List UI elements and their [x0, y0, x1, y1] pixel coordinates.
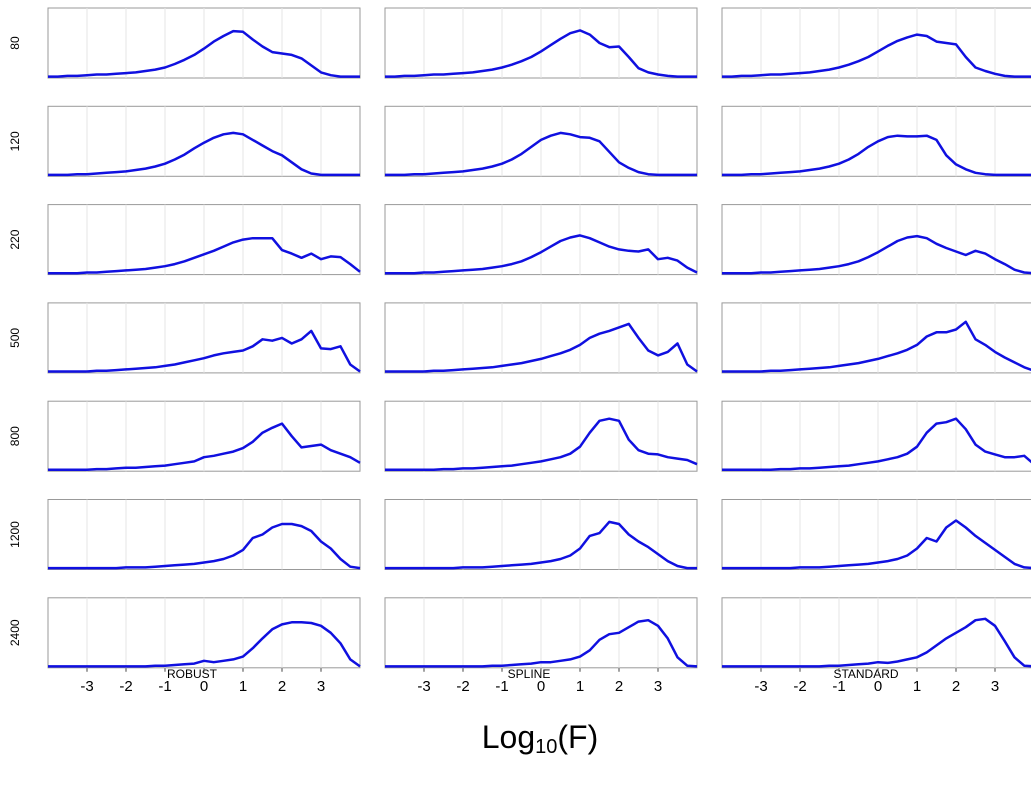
- density-line: [48, 522, 361, 570]
- density-line: [385, 417, 698, 472]
- x-label-base: Log: [482, 719, 535, 755]
- density-line: [722, 234, 1031, 275]
- x-tick-label: 3: [991, 678, 999, 695]
- x-tick-label: -2: [456, 678, 469, 695]
- column-label: SPLINE: [508, 667, 551, 681]
- x-axis-label: Log10(F): [482, 719, 599, 758]
- x-tick-label: 2: [278, 678, 286, 695]
- panel-background: [721, 302, 1031, 374]
- density-line: [48, 621, 361, 668]
- x-tick-label: -3: [80, 678, 93, 695]
- panel-background: [721, 597, 1031, 669]
- row-label: 2400: [8, 619, 22, 646]
- density-line: [48, 329, 361, 373]
- density-line: [385, 618, 698, 668]
- density-line: [48, 236, 361, 275]
- x-tick-label: 0: [874, 678, 882, 695]
- x-tick-label: -1: [495, 678, 508, 695]
- x-tick-label: -1: [832, 678, 845, 695]
- density-line: [385, 29, 697, 78]
- column-label: STANDARD: [833, 667, 898, 681]
- density-line: [722, 134, 1031, 177]
- x-tick-label: -2: [793, 678, 806, 695]
- density-line: [722, 417, 1031, 472]
- density-line: [48, 422, 361, 472]
- row-label: 220: [8, 229, 22, 249]
- x-tick-label: 3: [317, 678, 325, 695]
- x-tick-label: -3: [754, 678, 767, 695]
- density-line: [722, 33, 1031, 78]
- density-line: [385, 322, 698, 373]
- x-tick-label: 3: [654, 678, 662, 695]
- x-tick-label: -1: [158, 678, 171, 695]
- row-label: 120: [8, 131, 22, 151]
- panel-background: [721, 499, 1031, 570]
- x-tick-label: 1: [239, 678, 247, 695]
- x-tick-label: 1: [913, 678, 921, 695]
- density-line: [722, 519, 1031, 570]
- x-tick-label: 2: [952, 678, 960, 695]
- x-label-subscript: 10: [535, 736, 557, 758]
- density-line: [385, 234, 698, 275]
- x-tick-label: 2: [615, 678, 623, 695]
- x-tick-label: -3: [417, 678, 430, 695]
- panel-background: [721, 7, 1031, 79]
- density-line: [722, 617, 1031, 668]
- x-tick-label: 0: [200, 678, 208, 695]
- x-tick-label: 1: [576, 678, 584, 695]
- panel-background: [721, 204, 1031, 276]
- density-line: [385, 131, 697, 177]
- row-label: 80: [8, 36, 22, 50]
- x-tick-label: -2: [119, 678, 132, 695]
- density-line: [48, 131, 360, 177]
- x-label-suffix: (F): [557, 719, 598, 755]
- row-label: 500: [8, 328, 22, 348]
- density-line: [385, 520, 697, 570]
- row-label: 800: [8, 426, 22, 446]
- density-line: [722, 320, 1031, 373]
- x-tick-label: 0: [537, 678, 545, 695]
- column-label: ROBUST: [167, 667, 218, 681]
- row-label: 1200: [8, 521, 22, 548]
- density-line: [48, 29, 360, 78]
